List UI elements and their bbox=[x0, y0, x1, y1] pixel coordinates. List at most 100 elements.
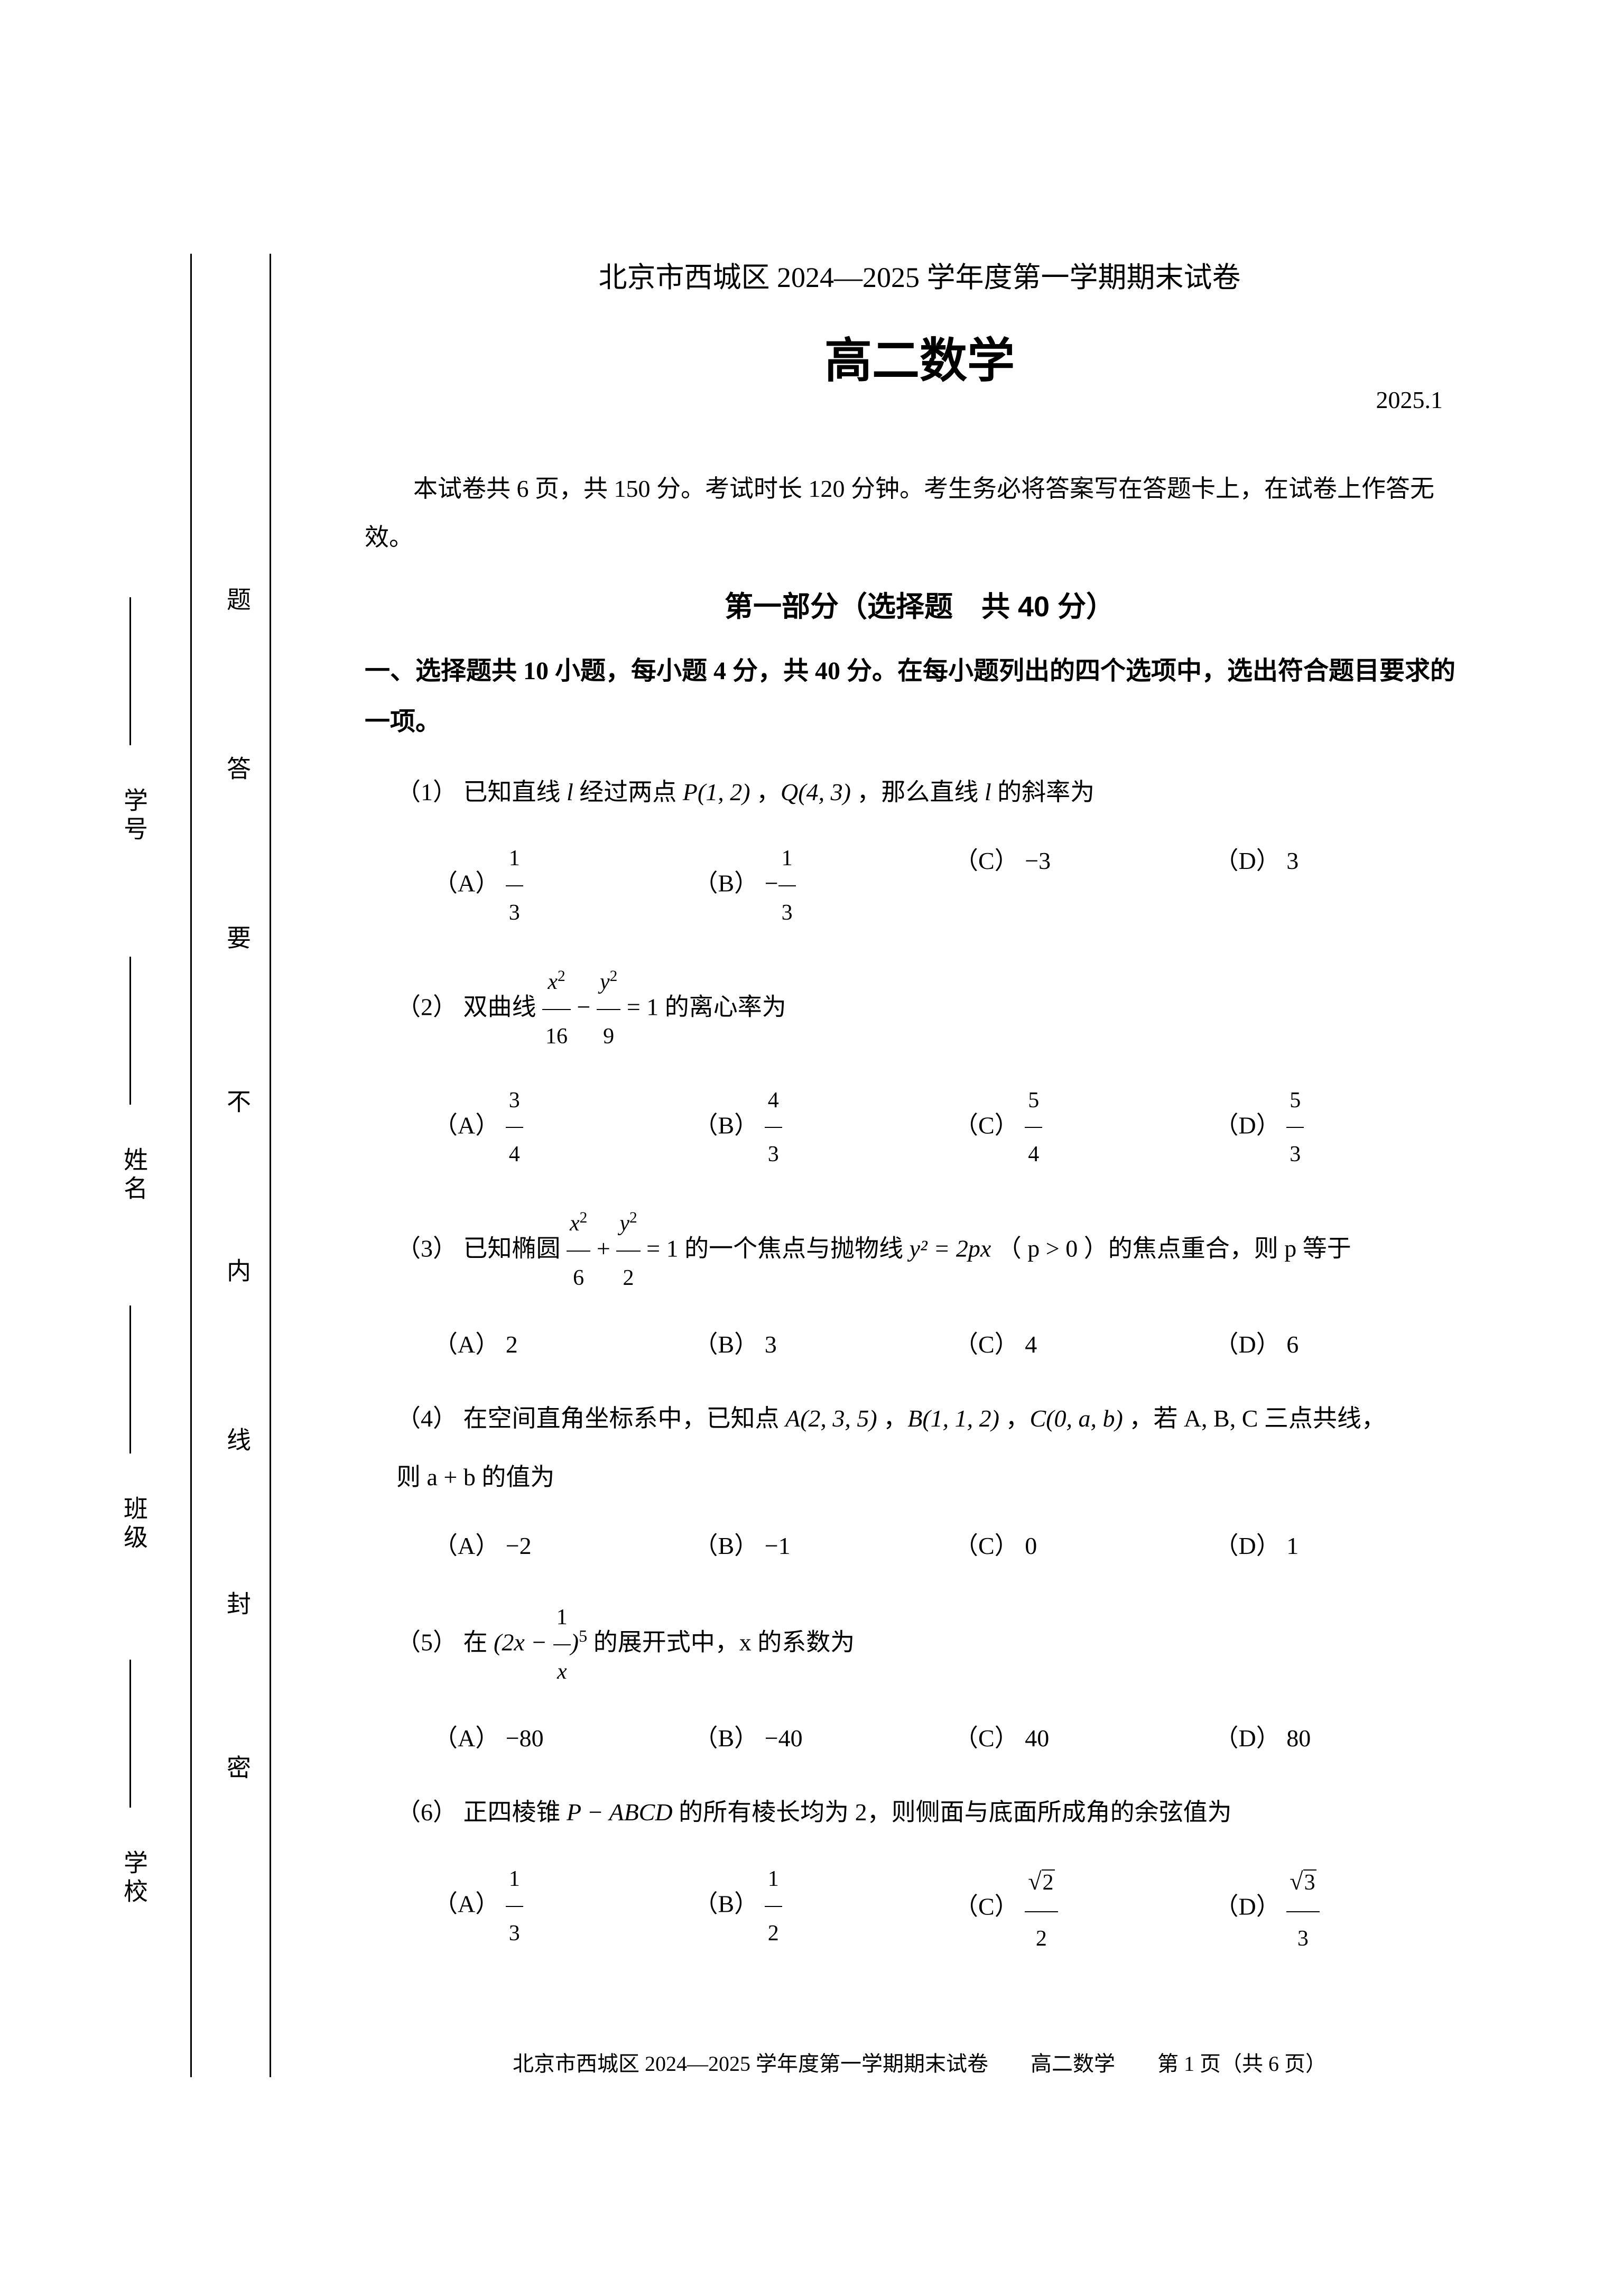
frac-den: 3 bbox=[765, 1128, 782, 1181]
question-num: （1） bbox=[396, 779, 457, 806]
neg: − bbox=[765, 870, 778, 897]
opt-label: （D） bbox=[1214, 1893, 1281, 1920]
question-6: （6） 正四棱锥 P − ABCD 的所有棱长均为 2，则侧面与底面所成角的余弦… bbox=[396, 1783, 1474, 1965]
option-D: （D） 6 bbox=[1214, 1316, 1475, 1374]
margin-label: 密 bbox=[219, 1755, 254, 1795]
frac-num: 5 bbox=[1286, 1074, 1304, 1128]
frac-num: 1 bbox=[765, 1853, 782, 1907]
var-l: l bbox=[985, 779, 991, 806]
var: x bbox=[548, 970, 558, 994]
question-num: （6） bbox=[396, 1799, 457, 1826]
opt-val: 0 bbox=[1025, 1532, 1037, 1559]
options-row: （A） −80 （B） −40 （C） 40 （D） 80 bbox=[433, 1709, 1474, 1767]
options-row: （A） 2 （B） 3 （C） 4 （D） 6 bbox=[433, 1316, 1474, 1374]
field-line bbox=[129, 957, 131, 1105]
option-D: （D） 80 bbox=[1214, 1709, 1475, 1767]
opt-label: （A） bbox=[433, 1890, 499, 1917]
margin-line-1 bbox=[190, 254, 211, 2077]
opt-label: （A） bbox=[433, 870, 499, 897]
opt-label: （D） bbox=[1214, 1725, 1281, 1752]
option-D: （D） 1 bbox=[1214, 1517, 1475, 1575]
opt-label: （C） bbox=[954, 1331, 1019, 1358]
field-line bbox=[129, 597, 131, 745]
option-C: （C） 0 bbox=[954, 1517, 1214, 1575]
frac-den: 3 bbox=[506, 886, 523, 940]
opt-label: （A） bbox=[433, 1532, 499, 1559]
field-line bbox=[129, 1660, 131, 1808]
option-C: （C） 54 bbox=[954, 1074, 1214, 1182]
q-text: 的一个焦点与抛物线 bbox=[684, 1235, 910, 1262]
frac-num: 1 bbox=[506, 832, 523, 886]
frac-num: 4 bbox=[765, 1074, 782, 1128]
frac-den: 4 bbox=[1025, 1128, 1042, 1181]
question-num: （2） bbox=[396, 993, 457, 1020]
q-text: 的展开式中，x 的系数为 bbox=[593, 1629, 855, 1656]
question-num: （4） bbox=[396, 1405, 457, 1432]
q-text: ， bbox=[750, 779, 781, 806]
option-A: （A） −2 bbox=[433, 1517, 694, 1575]
question-text: （2） 双曲线 x216 − y29 = 1 的离心率为 bbox=[396, 956, 1474, 1063]
opt-label: （A） bbox=[433, 1725, 499, 1752]
option-B: （B） −13 bbox=[694, 832, 954, 940]
opt-val: −80 bbox=[506, 1725, 544, 1752]
q-text: ，那么直线 bbox=[851, 779, 985, 806]
frac-num: 1 bbox=[553, 1591, 571, 1645]
margin-label: 封 bbox=[219, 1591, 254, 1631]
frac-num: 5 bbox=[1025, 1074, 1042, 1128]
q-text: 经过两点 bbox=[573, 779, 683, 806]
var-l: l bbox=[567, 779, 573, 806]
q-text: 已知直线 bbox=[463, 779, 567, 806]
pyramid: P − ABCD bbox=[567, 1799, 673, 1826]
page-footer: 北京市西城区 2024—2025 学年度第一学期期末试卷 高二数学 第 1 页（… bbox=[365, 2047, 1474, 2077]
opt-val: 40 bbox=[1025, 1725, 1049, 1752]
section-title: 第一部分（选择题 共 40 分） bbox=[365, 583, 1474, 625]
opt-label: （B） bbox=[694, 1890, 759, 1917]
margin-line-2 bbox=[270, 254, 291, 2077]
eq: y² = 2px bbox=[910, 1235, 991, 1262]
opt-label: （C） bbox=[954, 1725, 1019, 1752]
var: y bbox=[600, 970, 610, 994]
option-B: （B） −40 bbox=[694, 1709, 954, 1767]
question-text: （3） 已知椭圆 x26 + y22 = 1 的一个焦点与抛物线 y² = 2p… bbox=[396, 1197, 1474, 1305]
margin-label: 答 bbox=[219, 756, 254, 796]
pt-B: B(1, 1, 2) bbox=[907, 1405, 999, 1432]
margin-label: 线 bbox=[219, 1427, 254, 1467]
opt-val: 6 bbox=[1286, 1331, 1299, 1358]
opt-label: （B） bbox=[694, 1331, 759, 1358]
expr: (2x − bbox=[494, 1629, 547, 1656]
question-text: （4） 在空间直角坐标系中，已知点 A(2, 3, 5) ，B(1, 1, 2)… bbox=[396, 1390, 1474, 1506]
point-Q: Q(4, 3) bbox=[781, 779, 851, 806]
opt-val: 3 bbox=[1286, 847, 1299, 874]
option-A: （A） −80 bbox=[433, 1709, 694, 1767]
q-text: 的离心率为 bbox=[665, 993, 786, 1020]
q-text: 双曲线 bbox=[463, 993, 543, 1020]
var: y bbox=[619, 1211, 629, 1236]
question-text: （5） 在 (2x − 1x)5 的展开式中，x 的系数为 bbox=[396, 1591, 1474, 1699]
option-A: （A） 2 bbox=[433, 1316, 694, 1374]
q-text-line2: 则 a + b 的值为 bbox=[396, 1448, 1474, 1506]
option-A: （A） 34 bbox=[433, 1074, 694, 1182]
opt-label: （C） bbox=[954, 1532, 1019, 1559]
question-text: （1） 已知直线 l 经过两点 P(1, 2) ，Q(4, 3) ，那么直线 l… bbox=[396, 763, 1474, 821]
options-row: （A） 34 （B） 43 （C） 54 （D） 53 bbox=[433, 1074, 1474, 1182]
margin-label: 不 bbox=[219, 1089, 254, 1129]
pow: 5 bbox=[579, 1626, 587, 1645]
option-B: （B） −1 bbox=[694, 1517, 954, 1575]
sqrt: 2 bbox=[1042, 1869, 1055, 1895]
q-text: （ p > 0 ）的焦点重合，则 p 等于 bbox=[997, 1235, 1351, 1262]
opt-val: 4 bbox=[1025, 1331, 1037, 1358]
opt-label: （C） bbox=[954, 1893, 1019, 1920]
option-C: （C） −3 bbox=[954, 832, 1214, 940]
point-P: P(1, 2) bbox=[683, 779, 750, 806]
exam-date: 2025.1 bbox=[1376, 386, 1443, 414]
margin-label: 内 bbox=[219, 1258, 254, 1298]
option-C: （C） 40 bbox=[954, 1709, 1214, 1767]
q-text: 在空间直角坐标系中，已知点 bbox=[463, 1405, 786, 1432]
options-row: （A） −2 （B） −1 （C） 0 （D） 1 bbox=[433, 1517, 1474, 1575]
opt-label: （A） bbox=[433, 1331, 499, 1358]
margin-label: 题 bbox=[219, 587, 254, 627]
opt-label: （B） bbox=[694, 1532, 759, 1559]
option-B: （B） 3 bbox=[694, 1316, 954, 1374]
opt-label: （B） bbox=[694, 1112, 759, 1138]
question-2: （2） 双曲线 x216 − y29 = 1 的离心率为 （A） 34 （B） … bbox=[396, 956, 1474, 1181]
